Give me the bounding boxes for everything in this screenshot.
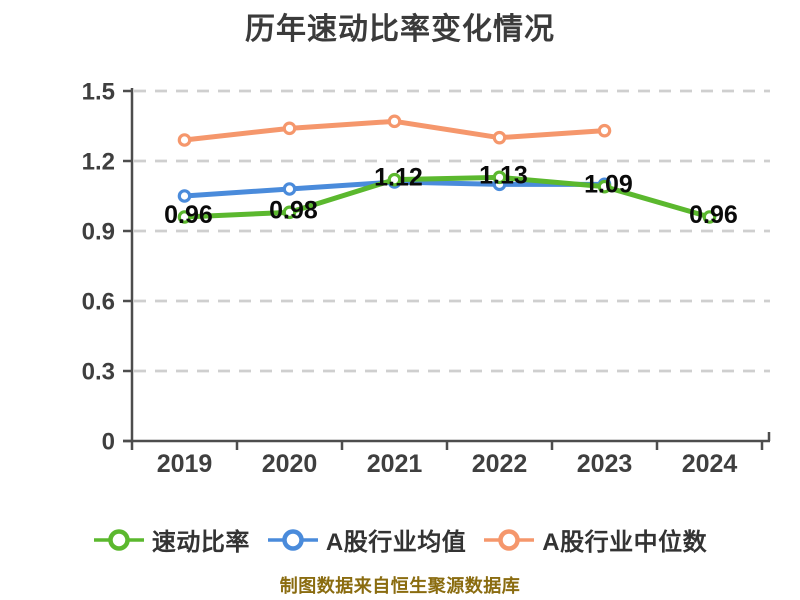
series-line bbox=[182, 174, 712, 220]
y-axis-tick-label: 0.6 bbox=[82, 289, 115, 316]
y-axis-tick-label: 0 bbox=[102, 429, 115, 456]
data-point-label: 0.96 bbox=[689, 201, 738, 229]
data-point-marker bbox=[282, 182, 297, 196]
data-point-label: 1.09 bbox=[584, 171, 633, 199]
data-point-marker bbox=[282, 121, 297, 136]
data-point-marker bbox=[177, 210, 192, 224]
legend-marker-industry-median-icon bbox=[483, 526, 535, 554]
y-axis-tick-label: 1.2 bbox=[82, 149, 115, 176]
chart-legend: 速动比率 A股行业均值 A股行业中位数 bbox=[0, 522, 800, 557]
legend-marker-industry-average-icon bbox=[267, 526, 319, 554]
data-point-marker bbox=[492, 170, 507, 185]
data-point-marker bbox=[282, 205, 297, 220]
y-axis-tick-label: 0.9 bbox=[82, 219, 115, 246]
data-point-marker bbox=[387, 114, 402, 129]
legend-label-quick-ratio: 速动比率 bbox=[151, 529, 250, 556]
data-point-marker bbox=[702, 210, 717, 224]
legend-marker-quick-ratio-icon bbox=[93, 526, 145, 554]
x-axis-tick-label: 2019 bbox=[157, 450, 213, 478]
y-axis-tick-label: 0.3 bbox=[82, 359, 115, 386]
x-axis-tick-label: 2024 bbox=[682, 450, 738, 478]
x-axis-tick-label: 2020 bbox=[262, 450, 318, 478]
data-point-label: 0.96 bbox=[164, 201, 213, 229]
legend-item-industry-average: A股行业均值 bbox=[267, 522, 466, 557]
chart-title: 历年速动比率变化情况 bbox=[245, 13, 555, 46]
x-axis-tick-label: 2023 bbox=[577, 450, 633, 478]
chart-footer: 制图数据来自恒生聚源数据库 bbox=[279, 576, 521, 596]
x-axis-tick-label: 2022 bbox=[472, 450, 528, 478]
x-axis-tick-label: 2021 bbox=[367, 450, 423, 478]
legend-item-industry-median: A股行业中位数 bbox=[483, 522, 707, 557]
legend-label-industry-average: A股行业均值 bbox=[325, 529, 467, 556]
y-axis-tick-label: 1.5 bbox=[82, 79, 115, 106]
data-point-marker bbox=[387, 172, 402, 187]
legend-label-industry-median: A股行业中位数 bbox=[542, 529, 708, 556]
legend-item-quick-ratio: 速动比率 bbox=[93, 522, 250, 557]
data-point-marker bbox=[492, 130, 507, 145]
data-point-label: 0.98 bbox=[269, 196, 318, 224]
data-point-label: 1.13 bbox=[479, 161, 528, 189]
data-point-marker bbox=[177, 133, 192, 147]
data-point-label: 1.12 bbox=[374, 164, 423, 192]
data-point-marker bbox=[597, 123, 612, 138]
data-point-marker bbox=[597, 179, 612, 194]
data-point-marker bbox=[177, 189, 192, 203]
